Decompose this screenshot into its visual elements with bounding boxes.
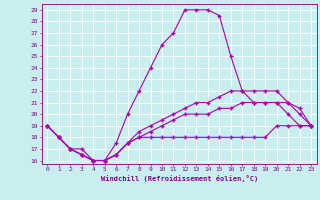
X-axis label: Windchill (Refroidissement éolien,°C): Windchill (Refroidissement éolien,°C) [100, 175, 258, 182]
